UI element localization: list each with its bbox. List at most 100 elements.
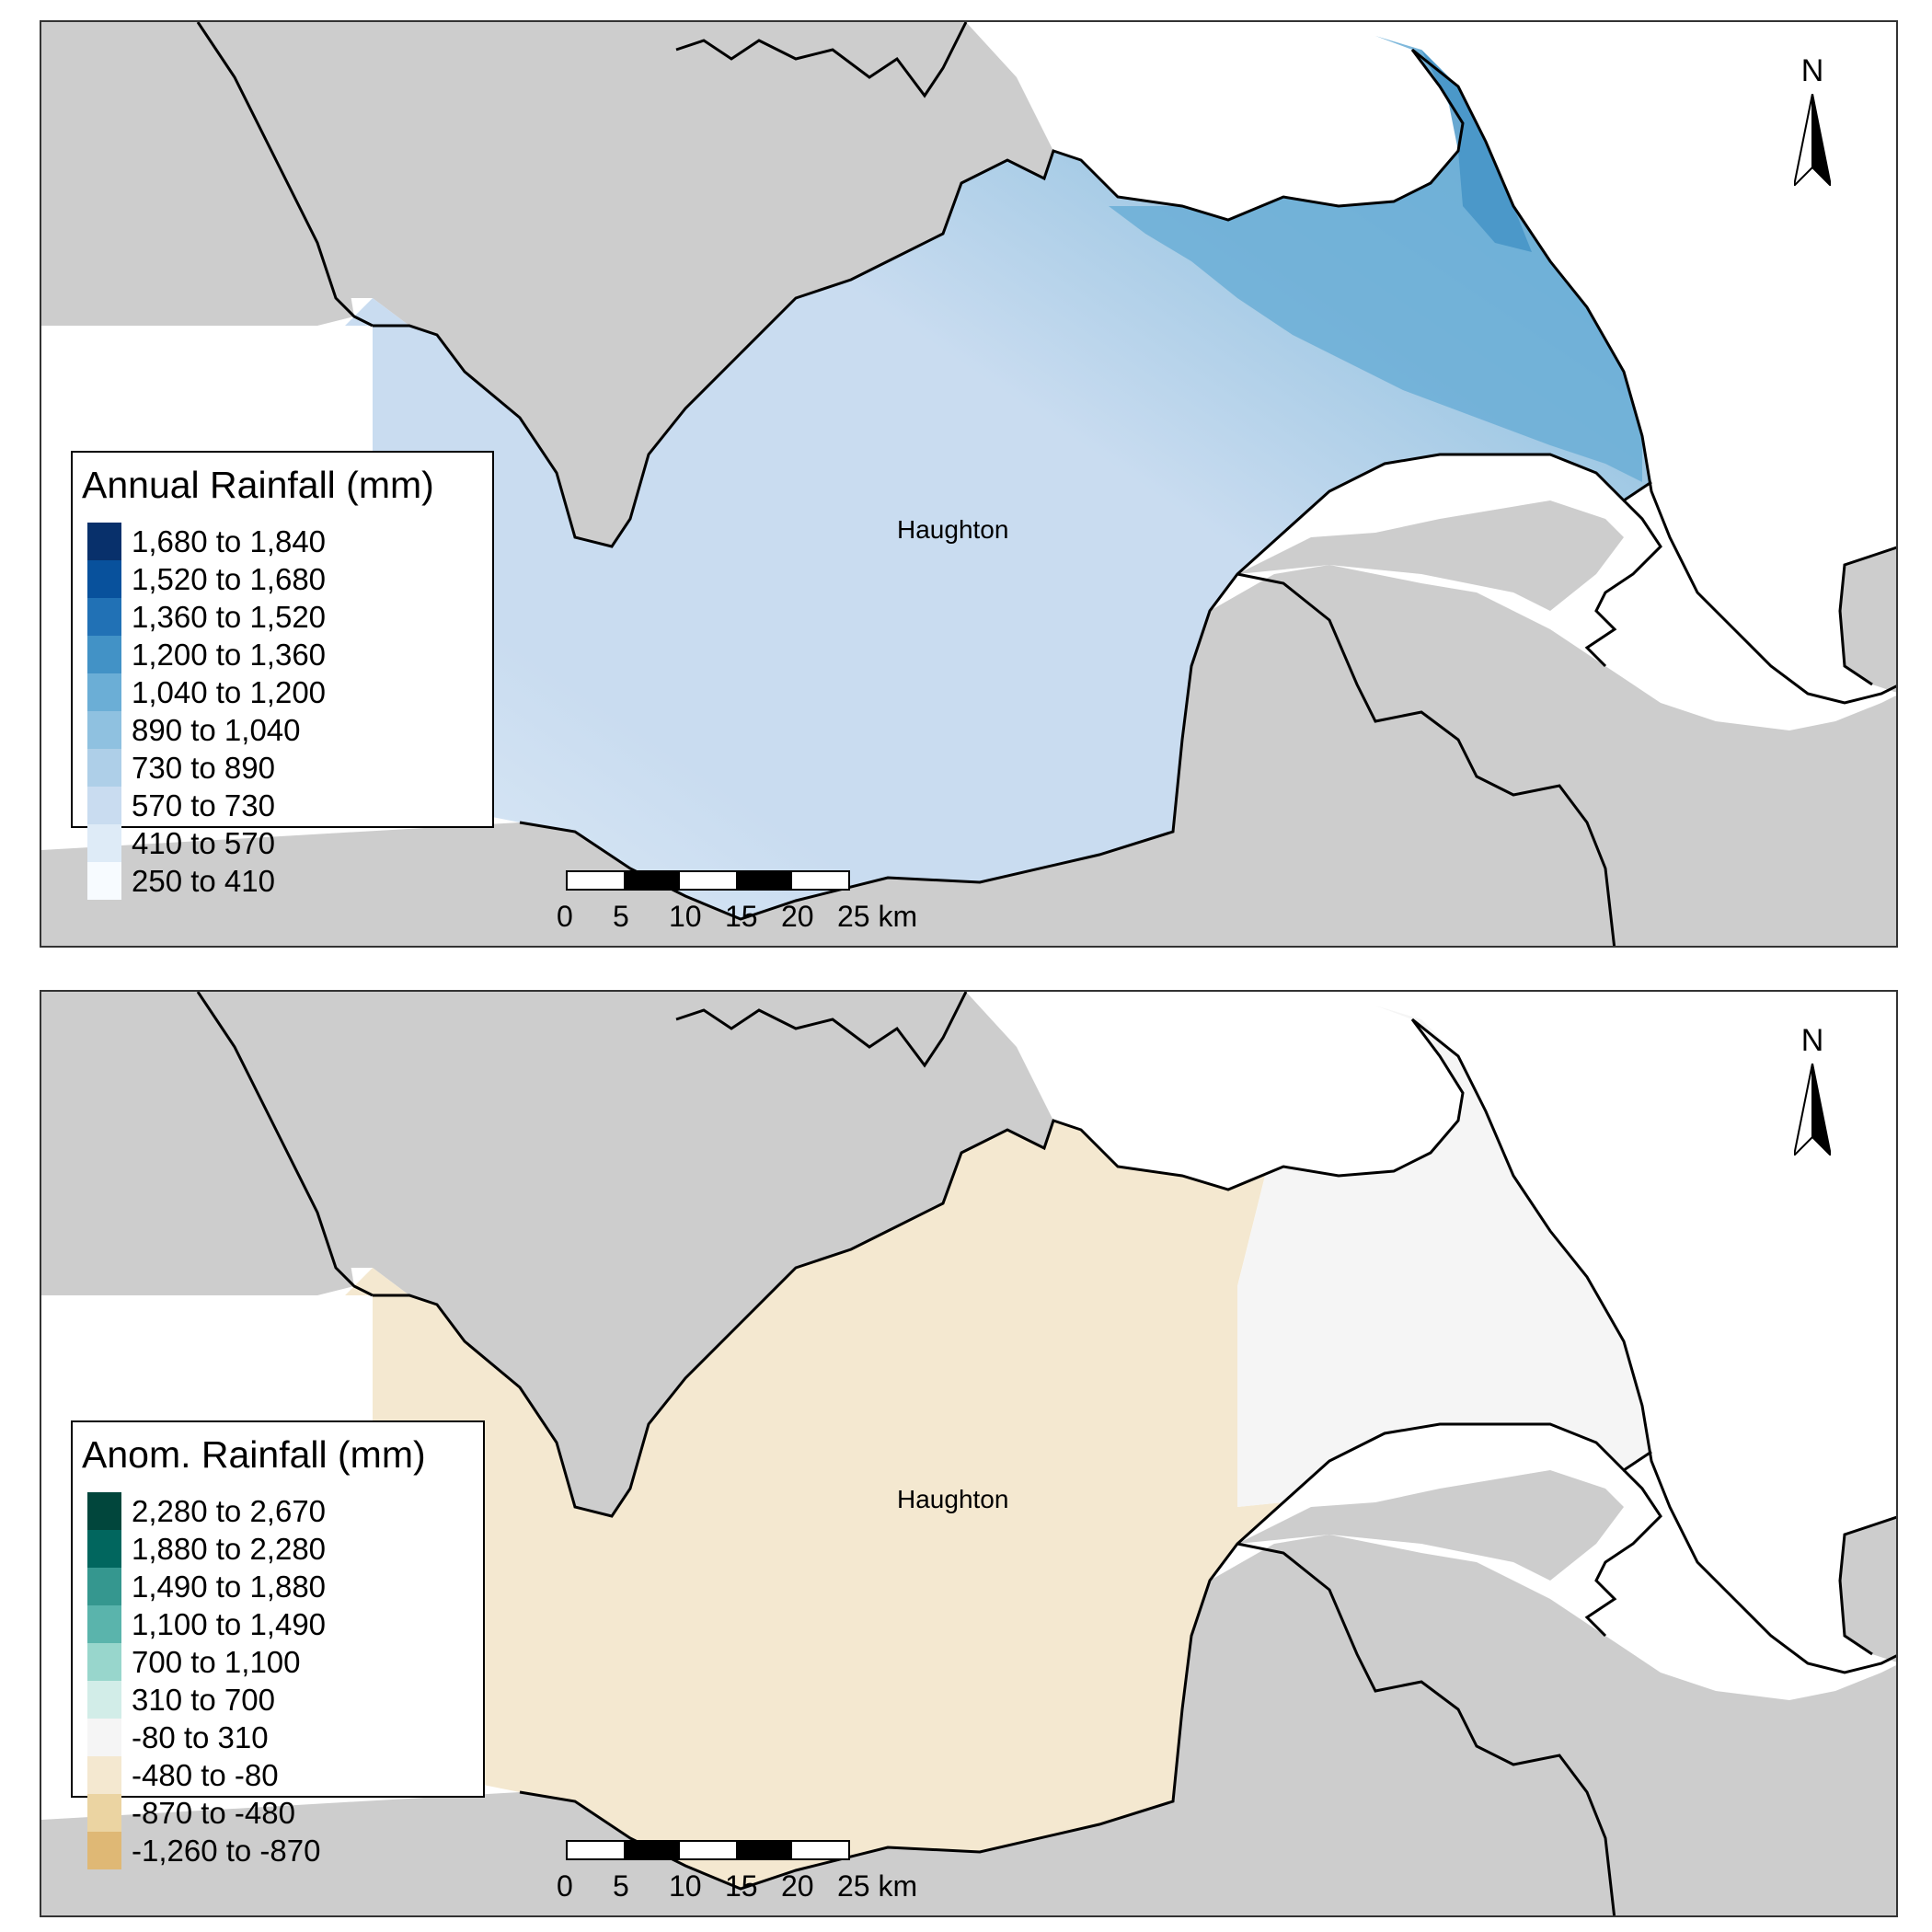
legend-swatch: [87, 1605, 121, 1643]
scale-bar-tick-label: 5: [613, 1869, 629, 1903]
legend-item: 1,680 to 1,840: [87, 523, 326, 560]
anomaly-field-neutral: [1237, 1006, 1651, 1507]
legend-label: -1,260 to -870: [132, 1833, 321, 1868]
scale-bar-tick-label: 0: [557, 900, 573, 933]
legend-swatch: [87, 1756, 121, 1794]
legend-label: 570 to 730: [132, 788, 275, 822]
land-north: [41, 992, 1053, 1516]
north-arrow-icon: [1794, 1064, 1831, 1156]
legend-item: -80 to 310: [87, 1719, 326, 1756]
legend-item: 1,490 to 1,880: [87, 1568, 326, 1605]
legend-label: 1,040 to 1,200: [132, 674, 327, 709]
legend-label: 1,520 to 1,680: [132, 561, 327, 596]
scale-bar-tick-label: 5: [613, 900, 629, 933]
legend-swatch: [87, 673, 121, 711]
legend-label: 700 to 1,100: [132, 1644, 301, 1679]
legend-item: 730 to 890: [87, 749, 326, 787]
scale-bar-tick-label: 10: [669, 1869, 702, 1903]
land-northwest: [41, 992, 354, 1295]
region-boundary: [373, 1018, 1465, 1518]
land-far-east-boundary: [1838, 546, 1896, 686]
legend-item: -870 to -480: [87, 1794, 326, 1832]
county-boundary-east: [519, 453, 1652, 921]
legend-label: 2,280 to 2,670: [132, 1493, 327, 1528]
legend-swatch: [87, 824, 121, 862]
legend-label: -480 to -80: [132, 1757, 279, 1792]
river-boundary-north: [196, 992, 374, 1297]
land-estuary-south: [1237, 500, 1624, 611]
legend-label: 1,680 to 1,840: [132, 523, 327, 558]
anomaly-rainfall-map: Haughton N Anom. Rainfall (mm) 2,280 to …: [40, 990, 1898, 1917]
legend-item: -480 to -80: [87, 1756, 326, 1794]
land-southeast: [1840, 1517, 1896, 1662]
legend-swatch: [87, 1643, 121, 1681]
legend-item: 1,520 to 1,680: [87, 560, 326, 598]
legend-title: Annual Rainfall (mm): [82, 464, 434, 506]
scale-bar-tick-label: 0: [557, 1869, 573, 1903]
county-boundary-east: [519, 1422, 1652, 1891]
legend-item: 890 to 1,040: [87, 711, 326, 749]
land-south: [41, 565, 1896, 946]
legend-label: 410 to 570: [132, 825, 275, 860]
legend-item: 250 to 410: [87, 862, 326, 900]
scale-bar: 0 5 10 15 20 25 km: [557, 1840, 925, 1914]
land-far-east-boundary: [1838, 1515, 1896, 1656]
legend-swatch: [87, 1492, 121, 1530]
coastline: [1411, 1018, 1896, 1674]
legend-label: 1,100 to 1,490: [132, 1606, 327, 1641]
legend-item: 1,880 to 2,280: [87, 1530, 326, 1568]
map-canvas: [41, 992, 1896, 1915]
legend-label: 730 to 890: [132, 750, 275, 785]
legend-label: 890 to 1,040: [132, 712, 301, 747]
scale-bar-tick-label: 10: [669, 900, 702, 933]
legend-label: 310 to 700: [132, 1682, 275, 1717]
river-boundary-north: [196, 22, 374, 328]
annual-rainfall-map: Haughton N Annual Rainfall (mm) 1,680 to…: [40, 20, 1898, 948]
north-label: N: [1800, 1023, 1824, 1058]
rainfall-high-band: [1109, 50, 1642, 482]
legend-swatch: [87, 523, 121, 560]
legend-label: -870 to -480: [132, 1795, 295, 1830]
land-north: [41, 22, 1053, 546]
north-arrow: N: [1785, 1023, 1840, 1179]
estuary-outline: [1584, 1468, 1662, 1638]
legend-item: 700 to 1,100: [87, 1643, 326, 1681]
legend-swatch: [87, 787, 121, 824]
legend-item: 1,200 to 1,360: [87, 636, 326, 673]
legend-item: 2,280 to 2,670: [87, 1492, 326, 1530]
legend-swatch: [87, 1530, 121, 1568]
legend-swatch: [87, 598, 121, 636]
scale-bar-segments: [566, 870, 850, 891]
anomaly-field-negative: [345, 1121, 1283, 1889]
scale-bar-tick-label: 15: [725, 1869, 758, 1903]
legend-swatch: [87, 862, 121, 900]
legend-swatch: [87, 749, 121, 787]
legend-item: 1,040 to 1,200: [87, 673, 326, 711]
legend-swatch: [87, 1681, 121, 1719]
legend-swatch: [87, 711, 121, 749]
north-arrow-icon: [1794, 94, 1831, 186]
legend-item: 410 to 570: [87, 824, 326, 862]
legend-item: 1,100 to 1,490: [87, 1605, 326, 1643]
legend-swatch: [87, 1794, 121, 1832]
river-mouth: [675, 22, 968, 98]
land-south: [41, 1535, 1896, 1915]
region-boundary: [373, 49, 1465, 548]
scale-bar: 0 5 10 15 20 25 km: [557, 870, 925, 944]
scale-bar-tick-label: 25 km: [837, 900, 918, 933]
scale-bar-tick-label: 15: [725, 900, 758, 933]
legend-swatch: [87, 560, 121, 598]
river-boundary-south: [1236, 1542, 1616, 1915]
north-arrow: N: [1785, 53, 1840, 210]
land-southeast: [1840, 547, 1896, 693]
map-canvas: [41, 22, 1896, 946]
estuary-outline: [1584, 499, 1662, 668]
legend: Anom. Rainfall (mm) 2,280 to 2,670 1,880 …: [71, 1420, 485, 1869]
town-label: Haughton: [897, 515, 1009, 544]
legend-item: 310 to 700: [87, 1681, 326, 1719]
legend-label: 1,360 to 1,520: [132, 599, 327, 634]
legend-swatch: [87, 636, 121, 673]
legend-item: 1,360 to 1,520: [87, 598, 326, 636]
legend-title: Anom. Rainfall (mm): [82, 1433, 426, 1476]
legend-label: 1,200 to 1,360: [132, 637, 327, 672]
